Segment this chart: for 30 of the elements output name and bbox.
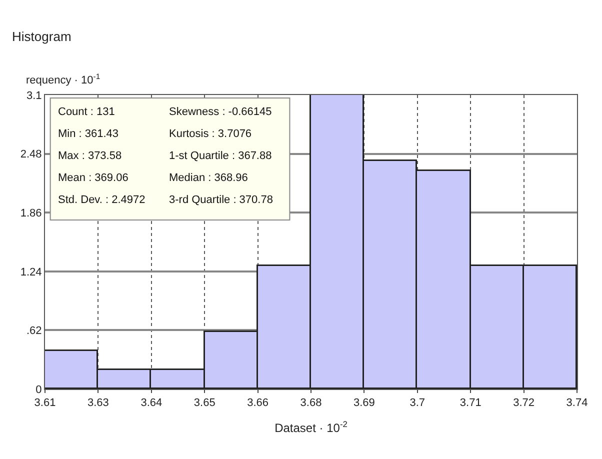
x-tick-label: 3.71 (460, 397, 482, 410)
x-tick-label: 3.63 (87, 397, 109, 410)
annotation: Skewness : -0.66145 (169, 106, 272, 118)
x-tick-label: 3.66 (247, 397, 269, 410)
x-tick-label: 3.7 (410, 397, 426, 410)
x-axis-title: Dataset · 10$^{-2}$ (274, 419, 348, 436)
y-tick-label: 3.1 (26, 90, 42, 102)
annotation: Std. Dev. : 2.4972 (58, 194, 146, 206)
y-tick-label: 1.86 (20, 207, 42, 220)
annotation: 3-rd Quartile : 370.78 (169, 194, 273, 206)
chart-title: Histogram (12, 29, 72, 44)
y-tick-label: 2.48 (20, 148, 42, 161)
x-tick-label: 3.61 (34, 397, 56, 410)
annotation: Min : 361.43 (58, 128, 119, 140)
annotation: Max : 373.58 (58, 150, 122, 162)
annotation: Kurtosis : 3.7076 (169, 128, 252, 140)
x-tick-label: 3.64 (140, 397, 162, 410)
annotation: 1-st Quartile : 367.88 (169, 150, 272, 162)
annotation: Mean : 369.06 (58, 172, 128, 184)
y-tick-label: 1.24 (20, 266, 42, 278)
y-axis-title: requency · 10$^{-1}$ (26, 72, 100, 87)
annotation: Count : 131 (58, 106, 115, 118)
x-tick-label: 3.69 (353, 397, 375, 410)
y-tick-label: .62 (26, 325, 42, 338)
x-tick-label: 3.68 (300, 397, 322, 410)
x-tick-label: 3.65 (194, 397, 216, 410)
x-tick-label: 3.72 (513, 397, 535, 410)
annotation: Median : 368.96 (169, 172, 248, 184)
y-tick-label: 0 (36, 384, 42, 396)
x-tick-label: 3.74 (566, 397, 588, 410)
